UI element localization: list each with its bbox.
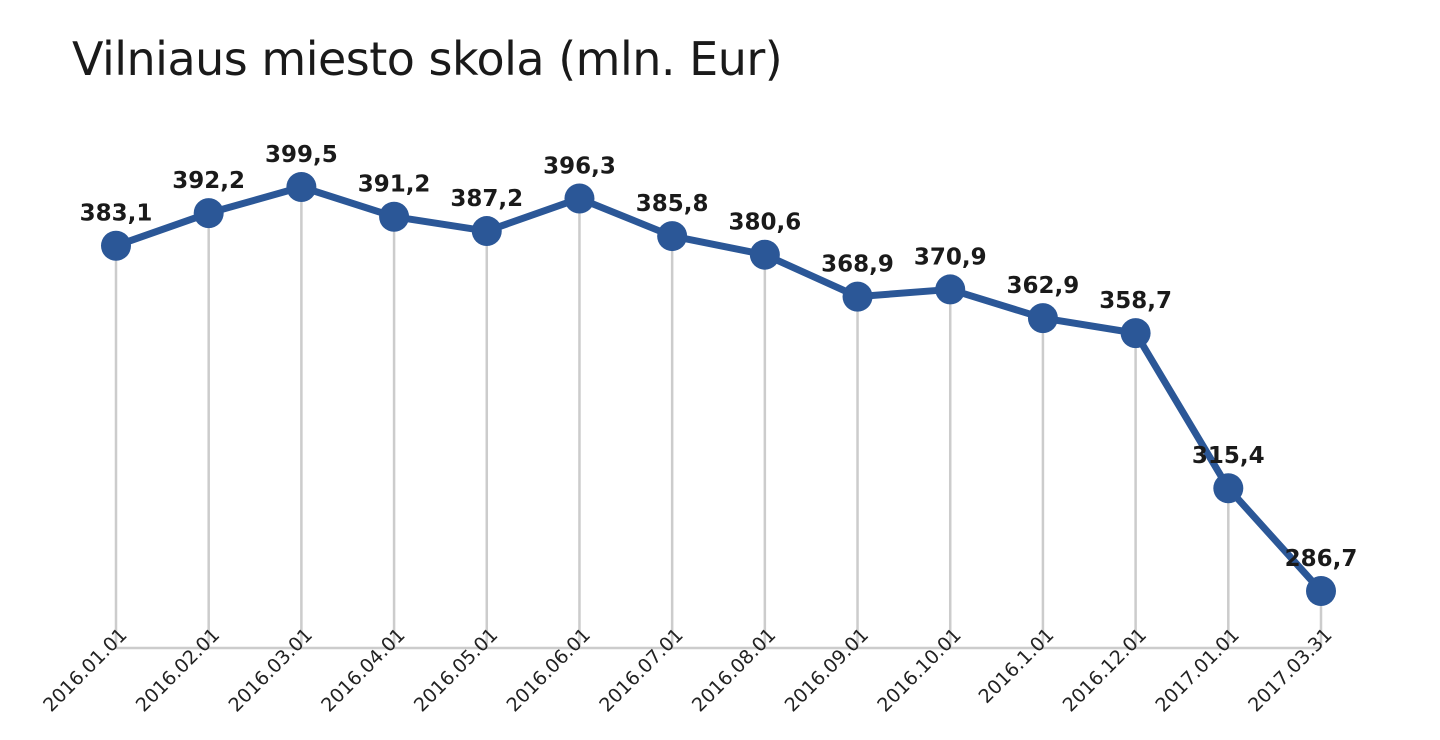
data-point bbox=[101, 230, 131, 261]
data-point bbox=[1306, 576, 1336, 606]
x-tick-label: 2016.1.01 bbox=[975, 624, 1059, 708]
data-label: 315,4 bbox=[1192, 443, 1265, 469]
data-label: 396,3 bbox=[543, 153, 616, 179]
data-labels: 383,1 392,2 399,5 391,2 387,2 396,3 385,8 380,6… bbox=[80, 142, 1358, 572]
x-tick-label: 2016.03.01 bbox=[224, 624, 316, 716]
data-label: 362,9 bbox=[1007, 273, 1080, 299]
data-point bbox=[286, 172, 317, 202]
x-tick-label: 2016.06.01 bbox=[503, 624, 595, 716]
data-label: 358,7 bbox=[1099, 288, 1172, 314]
data-label: 368,9 bbox=[821, 252, 894, 278]
data-point bbox=[564, 183, 595, 214]
x-tick-label: 2016.02.01 bbox=[132, 624, 224, 716]
vertical-gridlines bbox=[114, 187, 1323, 648]
x-tick-label: 2016.12.01 bbox=[1059, 624, 1151, 716]
x-tick-label: 2017.03.31 bbox=[1244, 624, 1336, 716]
data-point bbox=[379, 201, 410, 232]
data-label: 383,1 bbox=[80, 201, 153, 227]
chart-title: Vilniaus miesto skola (mln. Eur) bbox=[72, 32, 783, 86]
x-tick-label: 2016.10.01 bbox=[873, 624, 965, 716]
data-point bbox=[1213, 473, 1244, 504]
data-label: 399,5 bbox=[265, 142, 338, 168]
x-tick-label: 2016.07.01 bbox=[595, 624, 687, 716]
data-point bbox=[657, 221, 688, 252]
data-label: 392,2 bbox=[172, 168, 245, 194]
data-point bbox=[935, 274, 966, 305]
data-point bbox=[193, 198, 224, 229]
data-points bbox=[101, 172, 1336, 606]
data-label: 380,6 bbox=[728, 210, 801, 236]
x-tick-label: 2016.09.01 bbox=[781, 624, 873, 716]
data-label: 391,2 bbox=[358, 172, 431, 198]
data-label: 370,9 bbox=[914, 244, 987, 270]
data-point bbox=[842, 281, 873, 312]
data-label: 286,7 bbox=[1285, 546, 1358, 572]
x-tick-label: 2016.08.01 bbox=[688, 624, 780, 716]
data-point bbox=[1027, 303, 1058, 334]
x-tick-label: 2016.01.01 bbox=[39, 624, 131, 716]
x-tick-label: 2016.04.01 bbox=[317, 624, 409, 716]
x-tick-labels: 2016.01.01 2016.02.01 2016.03.01 2016.04.01… bbox=[39, 624, 1336, 716]
data-point bbox=[749, 239, 780, 270]
data-point bbox=[471, 216, 502, 247]
data-label: 387,2 bbox=[450, 186, 523, 212]
data-point bbox=[1120, 318, 1151, 349]
x-tick-label: 2017.01.01 bbox=[1151, 624, 1243, 716]
x-tick-label: 2016.05.01 bbox=[410, 624, 502, 716]
data-label: 385,8 bbox=[636, 191, 709, 217]
series-line bbox=[114, 183, 1324, 594]
